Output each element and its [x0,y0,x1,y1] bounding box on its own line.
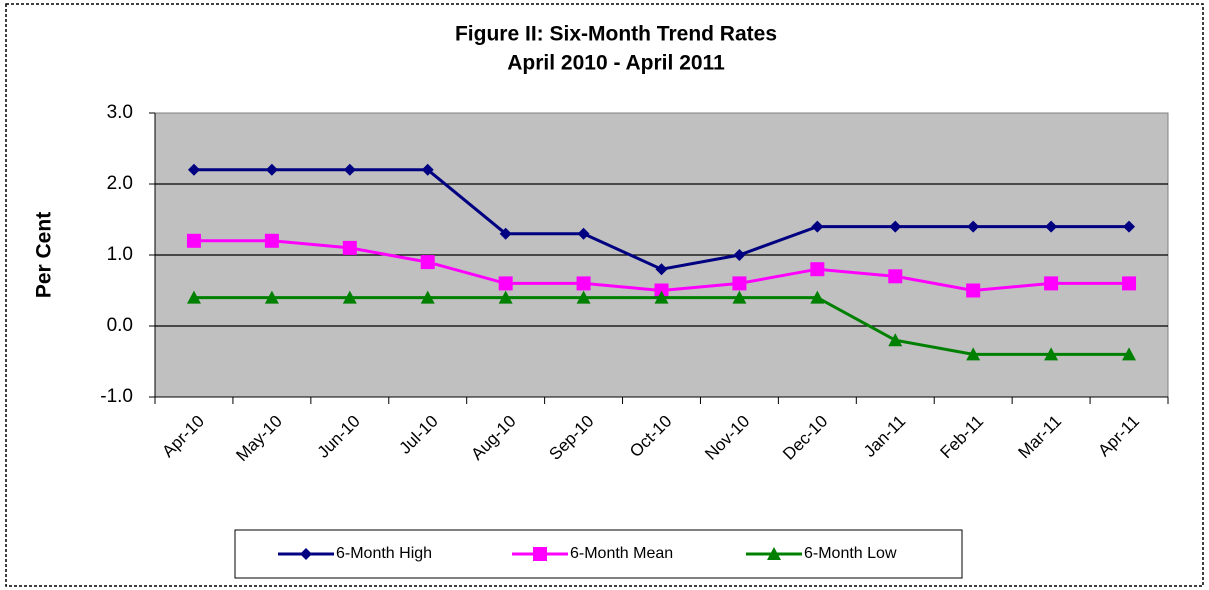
marker [888,269,903,284]
legend-marker [300,548,312,560]
legend-label: 6-Month Low [804,545,897,562]
marker [811,220,824,233]
marker [1045,220,1058,233]
marker [1122,347,1137,361]
marker [654,283,669,298]
marker [264,290,279,304]
marker [421,163,434,176]
marker [966,283,981,298]
marker [420,255,435,270]
marker [576,276,591,291]
marker [810,262,825,277]
marker [655,263,668,276]
legend-marker [533,547,547,561]
marker [420,290,435,304]
y-tick-label: 2.0 [107,173,133,194]
marker [343,163,356,176]
marker [186,233,201,248]
marker [888,333,903,347]
legend-marker [767,547,781,560]
marker [576,290,591,304]
marker [1123,220,1136,233]
marker [810,290,825,304]
marker [498,276,513,291]
marker [1122,276,1137,291]
marker [732,276,747,291]
marker [966,347,981,361]
marker [264,233,279,248]
marker [654,290,669,304]
y-axis-label: Per Cent [33,212,56,298]
legend [234,529,963,579]
marker [499,227,512,240]
marker [733,249,746,261]
marker [342,290,357,304]
marker [265,163,278,176]
legend-label: 6-Month High [336,545,432,562]
marker [187,163,200,176]
marker [889,220,902,233]
marker [577,227,590,240]
marker [342,240,357,255]
marker [1044,276,1059,291]
y-tick-label: 0.0 [107,315,133,336]
y-tick-label: 1.0 [107,244,133,265]
marker [732,290,747,304]
marker [1044,347,1059,361]
legend-label: 6-Month Mean [570,545,673,562]
chart-subtitle: April 2010 - April 2011 [507,52,725,75]
marker [967,220,980,233]
marker [498,290,513,304]
marker [186,290,201,304]
y-tick-label: 3.0 [107,102,133,123]
chart-title: Figure II: Six-Month Trend Rates [455,23,777,46]
y-tick-label: -1.0 [100,386,133,407]
